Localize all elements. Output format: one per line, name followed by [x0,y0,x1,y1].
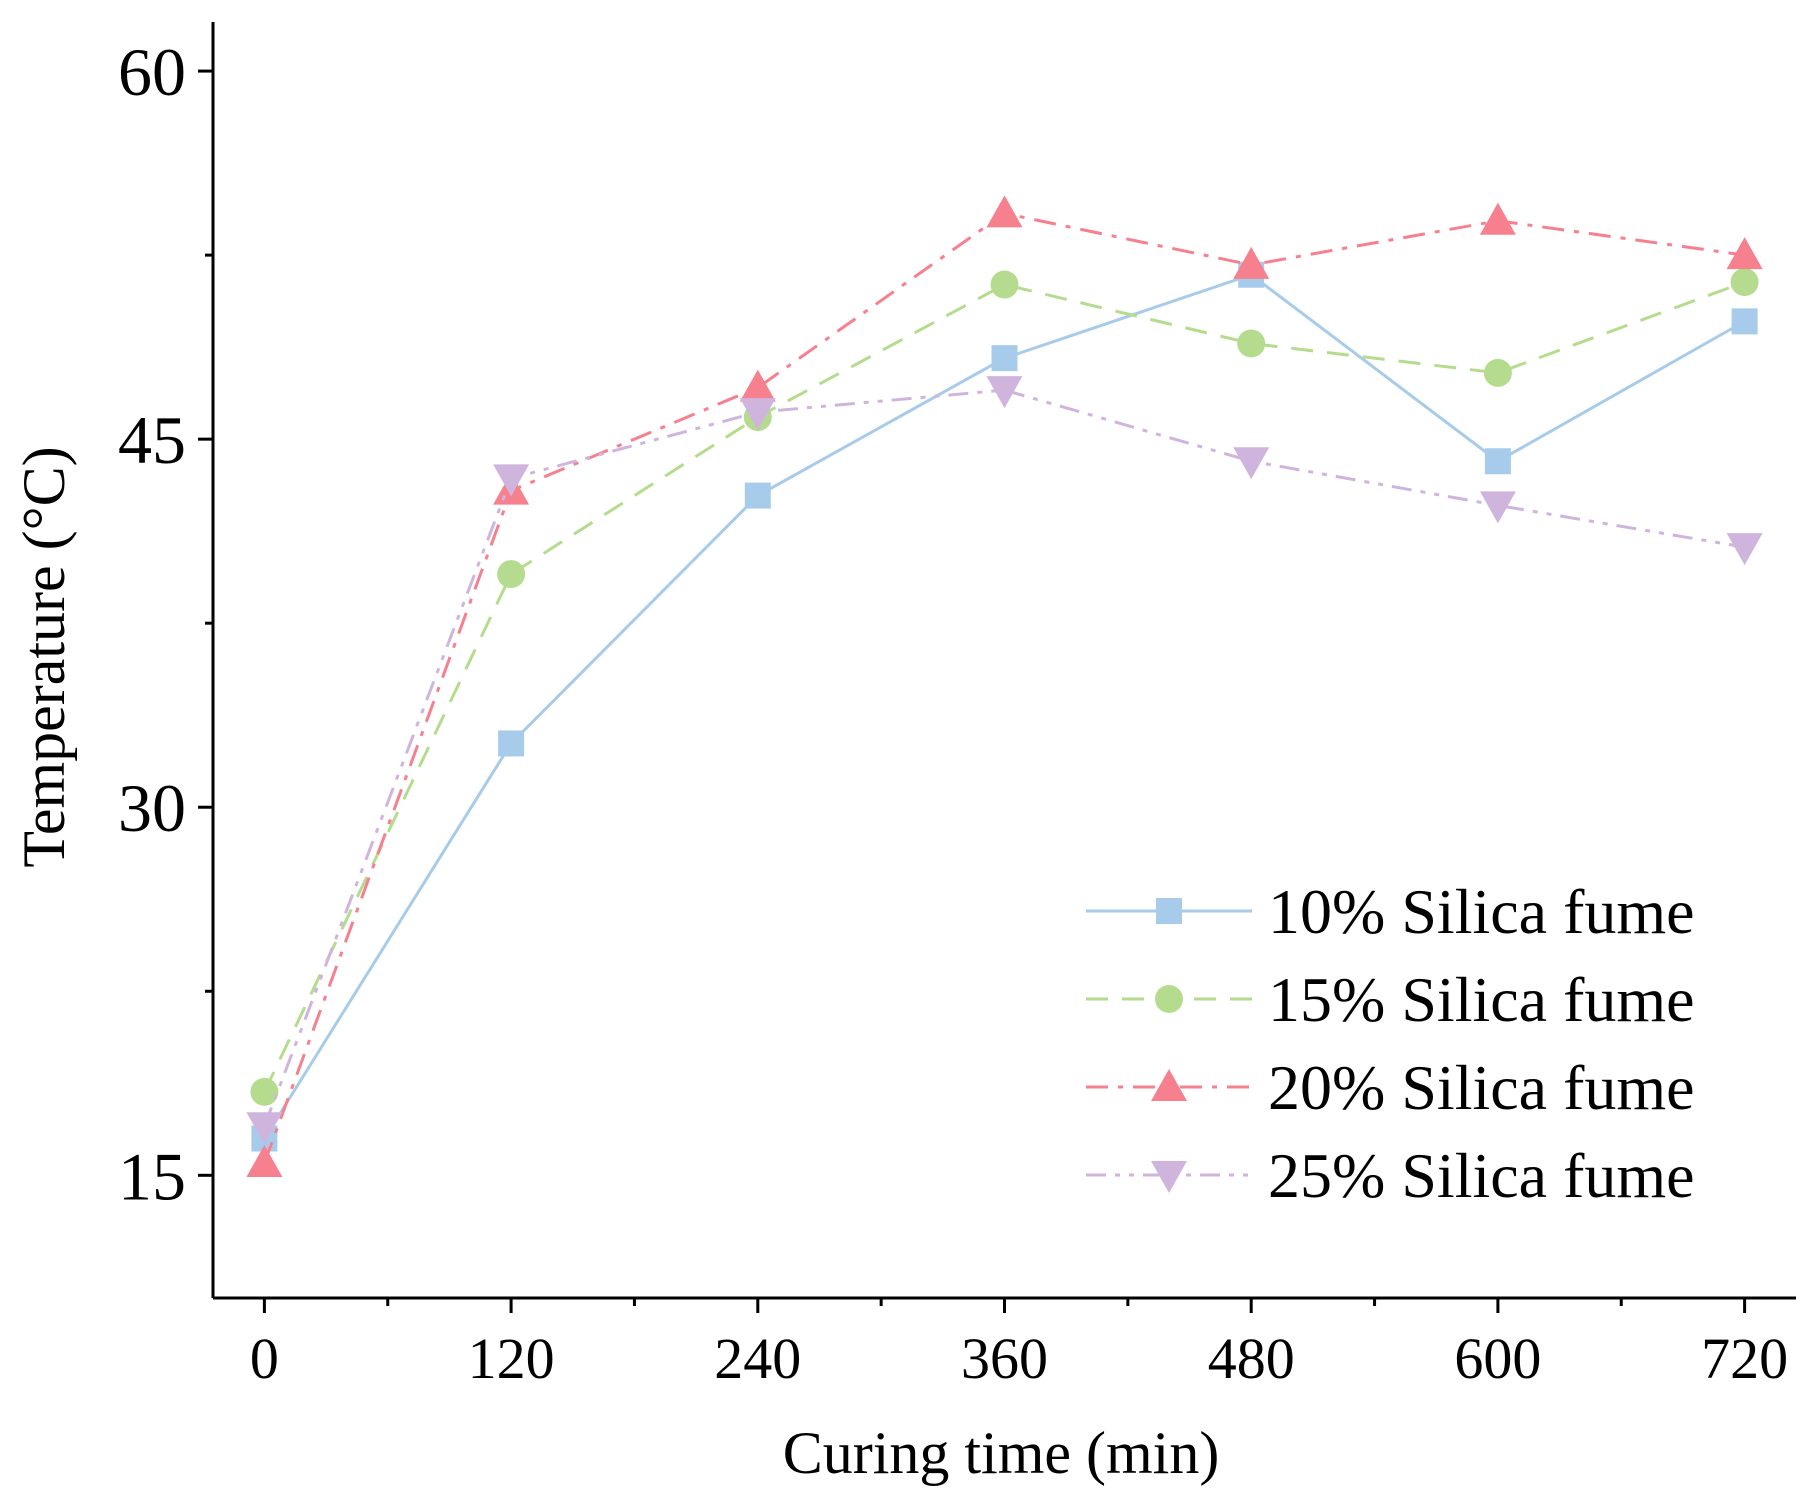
data-point [992,345,1018,371]
x-tick-label: 240 [714,1326,801,1391]
data-point [987,195,1023,227]
legend-label: 15% Silica fume [1268,964,1695,1035]
data-point [1727,533,1763,565]
x-tick-label: 0 [250,1326,279,1391]
y-tick-label: 60 [118,34,186,110]
data-point [497,560,525,588]
y-axis-title: Temperature (°C) [11,446,77,867]
data-point [493,464,529,496]
x-tick-label: 600 [1454,1326,1541,1391]
data-point [1233,447,1269,479]
data-point [991,271,1019,299]
legend-item: 20% Silica fume [1086,1052,1695,1123]
legend-label: 25% Silica fume [1268,1140,1695,1211]
legend-item: 15% Silica fume [1086,964,1695,1035]
line-chart: 0 120 240 360 480 600 720 15 30 45 60 10% Silica … [0,0,1806,1495]
data-point [1237,329,1265,357]
x-tick-label: 480 [1208,1326,1295,1391]
data-point [745,483,771,509]
legend-marker [1156,898,1182,924]
data-point [1484,359,1512,387]
data-point [250,1078,278,1106]
data-point [1732,308,1758,334]
y-tick-label: 45 [118,402,186,478]
x-tick-label: 720 [1701,1326,1788,1391]
data-point [498,730,524,756]
legend-item: 25% Silica fume [1086,1140,1695,1211]
legend-item: 10% Silica fume [1086,876,1695,947]
x-axis-title: Curing time (min) [783,1420,1220,1486]
data-point [740,370,776,402]
data-point [1480,203,1516,235]
legend-label: 20% Silica fume [1268,1052,1695,1123]
x-axis: 0 120 240 360 480 600 720 [213,1298,1796,1391]
legend: 10% Silica fume 15% Silica fume 20% Silica… [1086,876,1695,1211]
x-tick-label: 120 [468,1326,555,1391]
legend-label: 10% Silica fume [1268,876,1695,947]
legend-marker [1151,1161,1187,1193]
data-point [1485,448,1511,474]
x-tick-label: 360 [961,1326,1048,1391]
y-axis: 15 30 45 60 [118,22,213,1298]
y-tick-label: 15 [118,1138,186,1214]
data-point [1731,268,1759,296]
legend-marker [1151,1069,1187,1101]
legend-marker [1155,985,1183,1013]
y-tick-label: 30 [118,770,186,846]
